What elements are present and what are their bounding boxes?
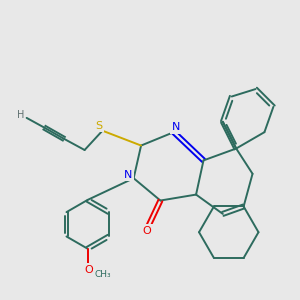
Text: S: S (95, 121, 102, 130)
Text: O: O (143, 226, 152, 236)
Text: O: O (84, 265, 93, 275)
Text: N: N (172, 122, 180, 132)
Text: N: N (124, 170, 132, 180)
Text: H: H (17, 110, 24, 120)
Text: CH₃: CH₃ (94, 270, 111, 279)
